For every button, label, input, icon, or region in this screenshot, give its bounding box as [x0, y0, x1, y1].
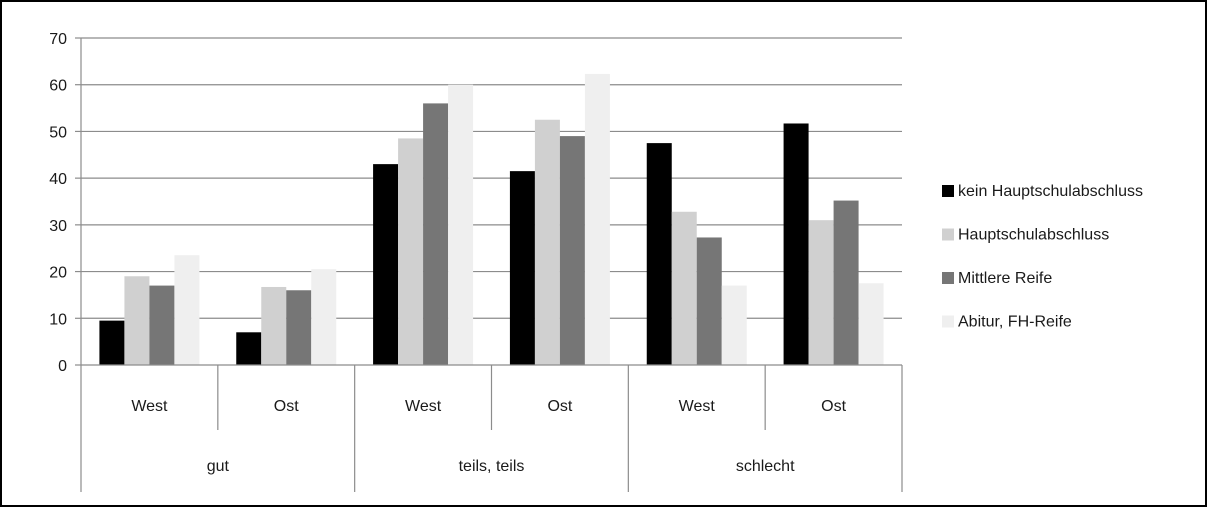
bar: [373, 164, 399, 365]
bar: [99, 320, 125, 365]
bar: [721, 285, 747, 365]
x-category-label: Ost: [821, 398, 846, 415]
x-category-label: Ost: [547, 398, 572, 415]
x-axis: West Ost West Ost West Ost gut teils, teils schl…: [80, 364, 903, 492]
x-category-label: West: [405, 398, 442, 415]
bar: [559, 136, 585, 365]
legend-swatch: [942, 228, 954, 241]
bar: [534, 119, 560, 365]
legend: kein Hauptschulabschluss Hauptschulabschl…: [942, 183, 1143, 331]
gridlines: [81, 37, 902, 319]
bar: [833, 200, 859, 365]
y-tick-label: 10: [49, 311, 67, 328]
bar: [286, 290, 312, 365]
legend-label: kein Hauptschulabschluss: [958, 183, 1143, 200]
bars: [99, 73, 884, 366]
bar: [261, 286, 287, 365]
x-group-label: gut: [207, 458, 230, 475]
bar: [448, 84, 474, 365]
y-axis: 0 10 20 30 40 50 60 70: [49, 31, 82, 375]
y-tick-label: 50: [49, 124, 67, 141]
bar: [236, 332, 262, 365]
bar: [174, 255, 200, 365]
legend-swatch: [942, 315, 954, 328]
bar: [124, 276, 150, 365]
x-group-label: teils, teils: [459, 458, 525, 475]
y-tick-label: 40: [49, 171, 67, 188]
legend-label: Mittlere Reife: [958, 270, 1052, 287]
legend-swatch: [942, 272, 954, 284]
y-tick-label: 70: [49, 31, 67, 48]
legend-label: Abitur, FH-Reife: [958, 314, 1072, 331]
y-tick-label: 0: [58, 358, 67, 375]
bar: [646, 143, 672, 365]
bar: [509, 171, 535, 365]
y-tick-label: 30: [49, 218, 67, 235]
y-tick-label: 20: [49, 265, 67, 282]
bar: [696, 237, 722, 365]
bar: [149, 285, 175, 365]
x-category-label: West: [131, 398, 168, 415]
x-category-label: Ost: [274, 398, 299, 415]
bar: [783, 123, 809, 365]
x-category-label: West: [679, 398, 716, 415]
legend-swatch: [942, 185, 954, 197]
bar: [423, 103, 449, 366]
x-group-label: schlecht: [736, 458, 795, 475]
y-tick-label: 60: [49, 78, 67, 95]
bar: [311, 269, 337, 365]
legend-label: Hauptschulabschluss: [958, 227, 1109, 244]
bar: [398, 138, 424, 365]
bar: [671, 211, 697, 365]
bar: [808, 220, 834, 365]
bar: [858, 283, 884, 365]
bar: [584, 73, 610, 365]
